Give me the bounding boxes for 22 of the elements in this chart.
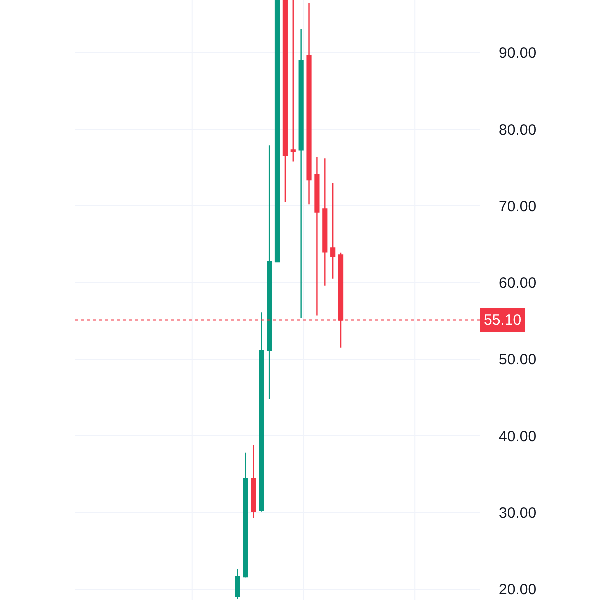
y-tick-label: 20.00 — [499, 582, 537, 599]
candlestick — [259, 312, 264, 512]
candlestick — [290, 0, 296, 162]
candlestick — [274, 0, 280, 263]
y-tick-label: 90.00 — [499, 45, 537, 62]
y-tick-label: 80.00 — [499, 122, 537, 139]
candlestick — [243, 452, 248, 578]
candlestick — [330, 182, 336, 280]
candlestick — [267, 144, 272, 400]
y-tick-label: 50.00 — [499, 352, 537, 369]
candlestick — [235, 568, 240, 600]
y-tick-label: 60.00 — [499, 275, 537, 292]
y-tick-label: 30.00 — [499, 504, 537, 522]
candlestick — [251, 444, 256, 519]
candlestick — [298, 28, 304, 319]
candlestick — [282, 0, 288, 203]
y-tick-label: 70.00 — [499, 198, 537, 216]
ref-line-label: 55.10 — [484, 312, 522, 329]
candlestick — [306, 2, 312, 206]
candlestick — [322, 158, 328, 286]
candlestick — [314, 156, 320, 316]
y-tick-label: 40.00 — [499, 428, 537, 446]
